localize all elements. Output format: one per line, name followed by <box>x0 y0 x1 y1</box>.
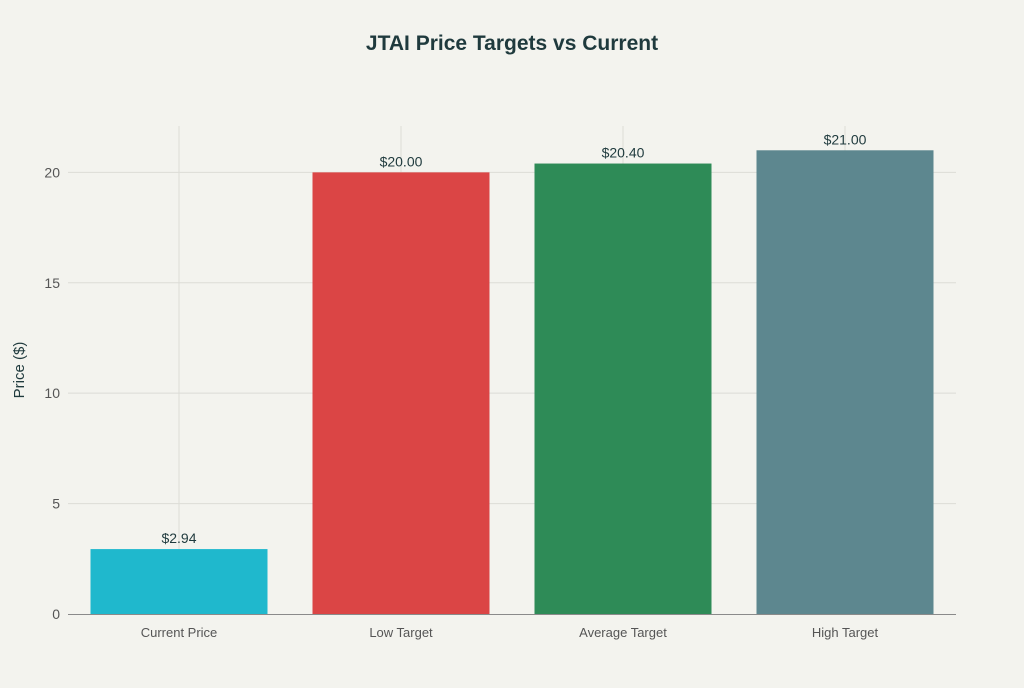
y-tick-labels: 0 5 10 15 20 <box>44 164 60 622</box>
y-tick-label: 10 <box>44 385 60 401</box>
x-tick-label: High Target <box>812 625 879 640</box>
x-tick-label: Average Target <box>579 625 667 640</box>
y-tick-label: 20 <box>44 164 60 180</box>
x-tick-label: Low Target <box>369 625 433 640</box>
data-label: $20.00 <box>380 153 423 169</box>
data-label: $2.94 <box>161 530 196 546</box>
bar-current-price <box>90 549 268 614</box>
y-tick-label: 15 <box>44 275 60 291</box>
bar-low-target <box>312 172 490 615</box>
bar-average-target <box>534 163 712 615</box>
y-tick-label: 5 <box>52 496 60 512</box>
x-tick-label: Current Price <box>141 625 218 640</box>
data-labels: $2.94 $20.00 $20.40 $21.00 <box>161 131 866 546</box>
bar-high-target <box>756 150 934 614</box>
data-label: $20.40 <box>602 145 645 161</box>
bars <box>90 150 934 615</box>
chart-title: JTAI Price Targets vs Current <box>366 32 658 55</box>
x-tick-labels: Current Price Low Target Average Target Hig… <box>141 625 879 640</box>
y-axis-label: Price ($) <box>11 342 28 399</box>
data-label: $21.00 <box>824 131 867 147</box>
y-tick-label: 0 <box>52 606 60 622</box>
